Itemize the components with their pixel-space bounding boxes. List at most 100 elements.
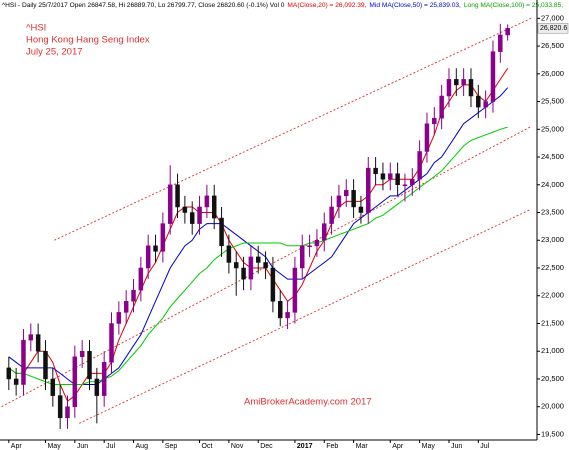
header-segment: Mid MA(Close,50) = 25,839.03,	[369, 2, 461, 9]
candle-body	[490, 51, 496, 102]
y-tick-label: 23,500	[541, 208, 564, 217]
candle-body	[314, 240, 320, 247]
x-tick-label: Feb	[326, 443, 338, 450]
ma-line	[8, 126, 508, 385]
last-price-label: 26,820.6	[540, 25, 567, 32]
candle-body	[255, 256, 261, 263]
candle-body	[50, 378, 56, 396]
candle-body	[329, 206, 334, 224]
candle-body	[358, 206, 364, 213]
x-tick-label: Oct	[202, 443, 213, 450]
last-price-box	[537, 23, 569, 34]
candle-body	[28, 334, 34, 341]
candle-body	[138, 267, 144, 291]
candle-body	[160, 223, 166, 252]
watermark: AmiBrokerAcademy.com 2017	[244, 397, 372, 408]
y-tick-label: 24,000	[541, 180, 564, 189]
candle-body	[498, 34, 503, 52]
y-tick-label: 23,000	[541, 235, 564, 244]
candle-body	[366, 167, 371, 213]
candle-body	[248, 256, 254, 280]
header-segment: ^HSI - Daily 25/7/2017 Open 26847.58, Hi…	[2, 2, 285, 9]
candle-body	[21, 339, 26, 385]
candle-body	[197, 206, 202, 224]
candle-body	[211, 195, 217, 219]
y-tick-label: 27,000	[541, 13, 564, 22]
candle-body	[175, 184, 180, 208]
candle-body	[322, 223, 327, 241]
candle-body	[285, 312, 290, 319]
candle-body	[505, 28, 510, 36]
candle-body	[87, 350, 92, 380]
candle-body	[35, 334, 41, 352]
candle-body	[454, 79, 459, 86]
candle-body	[57, 395, 63, 419]
x-tick-label: Dec	[260, 443, 273, 450]
chart-title: ^HSI	[26, 23, 46, 34]
candle-body	[402, 184, 408, 187]
y-tick-label: 20,000	[541, 402, 564, 411]
candle-body	[432, 117, 437, 124]
y-tick-label: 22,000	[541, 291, 564, 300]
candle-body	[446, 79, 452, 97]
candle-body	[65, 406, 70, 419]
x-tick-label: Jul	[480, 443, 489, 450]
y-tick-label: 25,000	[541, 124, 564, 133]
candle-body	[189, 212, 195, 224]
candle-body	[72, 356, 78, 407]
candle-body	[380, 173, 386, 180]
header: ^HSI - Daily 25/7/2017 Open 26847.58, Hi…	[2, 2, 563, 9]
y-tick-label: 24,500	[541, 152, 564, 161]
candle-body	[153, 245, 158, 252]
candle-body	[336, 195, 342, 208]
candle-body	[204, 195, 210, 208]
x-tick-label: Jun	[451, 443, 462, 450]
x-tick-label: Apr	[392, 443, 404, 450]
x-tick-label: Sep	[165, 443, 178, 450]
x-tick-label: Apr	[11, 443, 23, 450]
candle-body	[226, 245, 232, 263]
candle-body	[94, 378, 100, 396]
candle-body	[292, 267, 298, 313]
candle-body	[13, 378, 19, 385]
candle-body	[79, 350, 85, 358]
candle-body	[270, 267, 276, 302]
x-tick-label: 2017	[297, 443, 313, 450]
y-tick-label: 26,000	[541, 69, 564, 78]
candle-body	[299, 245, 305, 269]
candle-body	[424, 123, 430, 152]
candle-body	[145, 245, 151, 269]
candle-body	[388, 173, 393, 180]
y-tick-label: 26,500	[541, 41, 564, 50]
candle-body	[277, 301, 283, 319]
x-tick-label: Jul	[106, 443, 115, 450]
candle-body	[461, 79, 466, 86]
candle-body	[167, 184, 173, 224]
candle-body	[43, 350, 48, 380]
x-tick-label: Jun	[77, 443, 88, 450]
y-tick-label: 21,000	[541, 346, 564, 355]
candle-body	[109, 323, 114, 363]
y-tick-label: 22,500	[541, 263, 564, 272]
candle-body	[307, 245, 312, 248]
y-tick-label: 19,500	[541, 429, 564, 438]
channel-line	[79, 208, 532, 424]
x-tick-label: Mar	[356, 443, 369, 450]
candle-body	[410, 178, 415, 186]
candle-body	[417, 151, 422, 180]
candle-body	[395, 173, 400, 186]
candle-body	[476, 95, 481, 108]
candle-body	[219, 217, 224, 247]
candle-body	[182, 206, 188, 213]
candle-body	[483, 101, 488, 108]
candle-body	[351, 190, 356, 208]
candle-body	[131, 289, 136, 302]
candle-body	[116, 312, 122, 324]
x-tick-label: May	[47, 443, 61, 450]
candle-body	[468, 79, 474, 97]
x-tick-label: Aug	[136, 443, 149, 450]
x-tick-label: Nov	[231, 443, 244, 450]
y-tick-label: 20,500	[541, 374, 564, 383]
